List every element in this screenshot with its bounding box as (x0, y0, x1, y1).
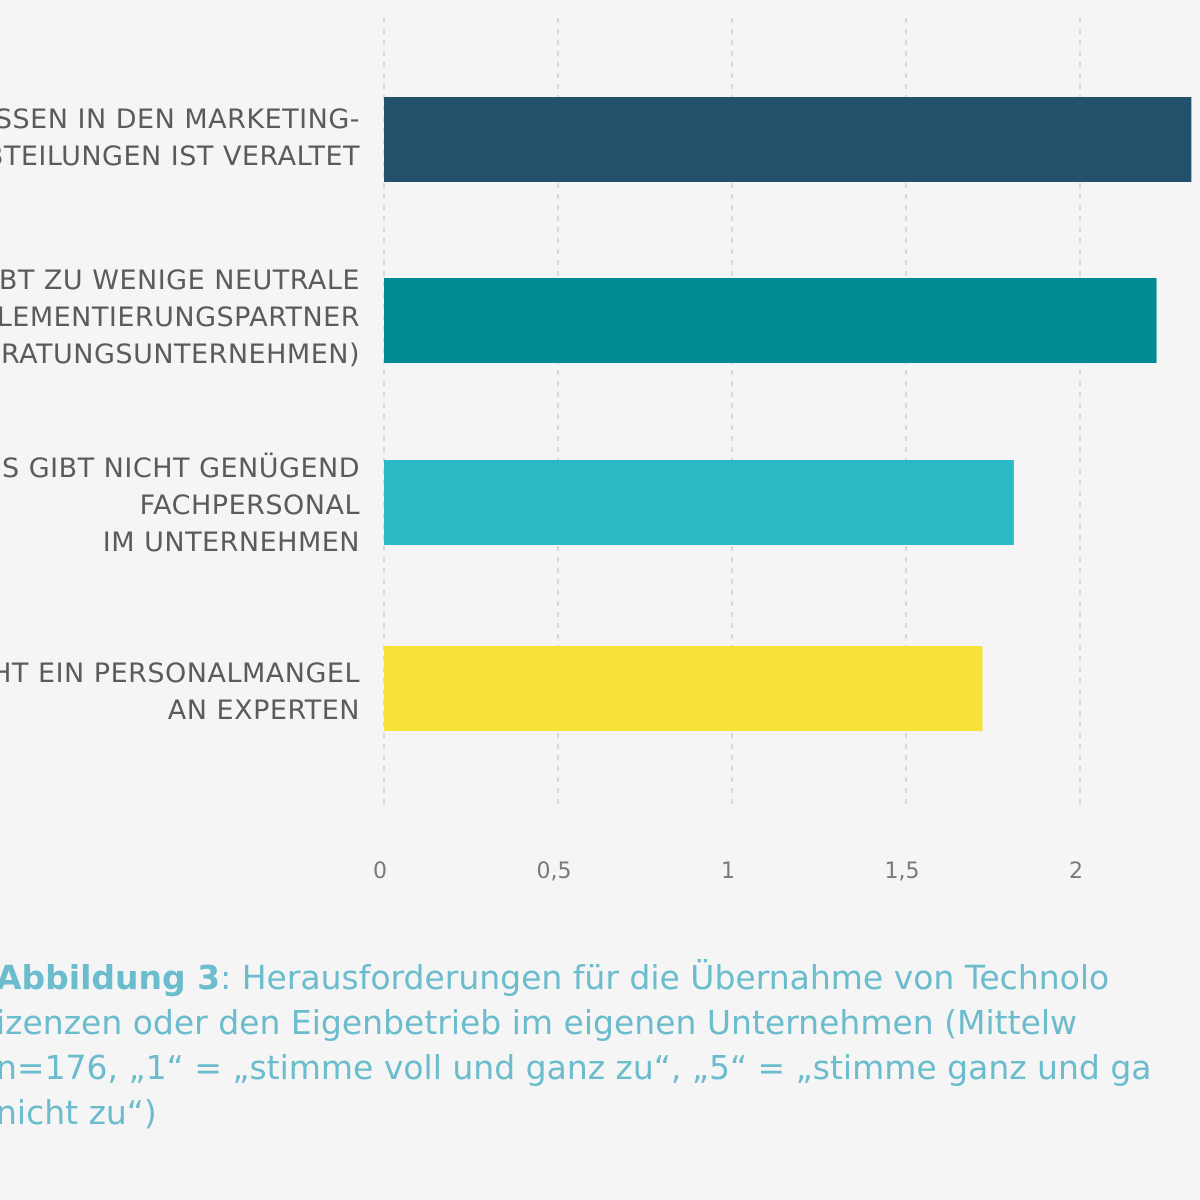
caption-line-4: nicht zu“) (0, 1093, 157, 1132)
caption-label: Abbildung 3 (0, 958, 221, 997)
x-tick-label-4: 2 (1069, 859, 1083, 884)
figure-caption: Abbildung 3: Herausforderungen für die Ü… (0, 955, 1200, 1135)
bar-1 (384, 97, 1192, 182)
x-tick-label-1: 0,5 (537, 859, 572, 884)
category-label-line: ES GIBT NICHT GENÜGEND (0, 452, 360, 484)
bars (384, 97, 1192, 731)
category-label-2: IBT ZU WENIGE NEUTRALE LEMENTIERUNGSPARTN… (0, 262, 360, 373)
category-label-line: RATUNGSUNTERNEHMEN) (1, 338, 360, 370)
category-label-3: ES GIBT NICHT GENÜGEND FACHPERSONAL IM UNT… (0, 450, 360, 561)
category-label-line: LEMENTIERUNGSPARTNER (0, 301, 360, 333)
category-label-line: IBT ZU WENIGE NEUTRALE (0, 264, 360, 296)
x-tick-label-2: 1 (721, 859, 735, 884)
caption-line-2: izenzen oder den Eigenbetrieb im eigenen… (0, 1003, 1078, 1042)
caption-line-1: Abbildung 3: Herausforderungen für die Ü… (0, 955, 1200, 1000)
category-label-line: FACHPERSONAL (139, 489, 360, 521)
category-label-line: BTEILUNGEN IST VERALTET (0, 141, 360, 172)
category-label-line: SSEN IN DEN MARKETING- (0, 104, 360, 135)
category-label-line: HT EIN PERSONALMANGEL (0, 658, 360, 689)
caption-line-3: n=176, „1“ = „stimme voll und ganz zu“, … (0, 1048, 1152, 1087)
category-label-line: IM UNTERNEHMEN (102, 526, 360, 558)
bar-3 (384, 460, 1014, 545)
x-tick-label-0: 0 (373, 859, 387, 884)
bar-4 (384, 646, 983, 731)
category-label-line: AN EXPERTEN (167, 695, 360, 726)
caption-line-1-text: : Herausforderungen für die Übernahme vo… (220, 958, 1110, 997)
category-label-4: HT EIN PERSONALMANGEL AN EXPERTEN (0, 655, 360, 729)
category-label-1: SSEN IN DEN MARKETING- BTEILUNGEN IST VER… (0, 101, 360, 175)
bar-2 (384, 278, 1157, 363)
x-tick-label-3: 1,5 (885, 859, 920, 884)
x-axis-ticks: 0 0,5 1 1,5 2 (373, 859, 1083, 884)
